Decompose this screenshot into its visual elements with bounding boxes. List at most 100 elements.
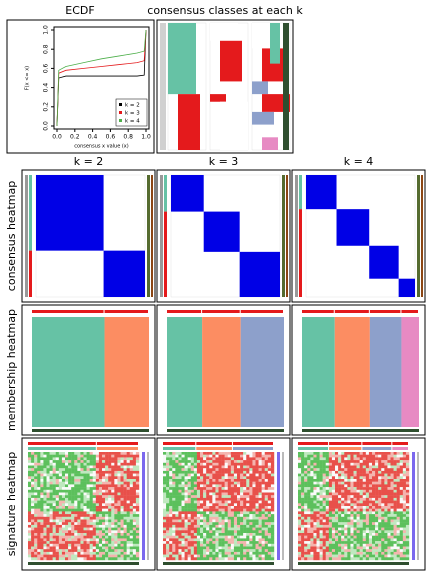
signature-cell: [233, 468, 238, 472]
signature-cell: [356, 527, 360, 531]
signature-cell: [328, 465, 333, 469]
signature-cell: [227, 551, 232, 555]
signature-cell: [175, 527, 179, 531]
signature-cell: [249, 519, 253, 523]
signature-cell: [224, 549, 228, 553]
signature-cell: [328, 506, 333, 509]
signature-cell: [264, 535, 269, 539]
signature-cell: [43, 470, 47, 474]
signature-cell: [249, 533, 253, 536]
signature-cell: [129, 470, 134, 474]
signature-cell: [396, 546, 400, 550]
signature-cell: [83, 508, 87, 512]
signature-cell: [368, 524, 373, 528]
signature-cell: [74, 454, 78, 458]
signature-cell: [353, 495, 357, 499]
signature-cell: [341, 492, 345, 496]
signature-cell: [77, 465, 81, 469]
signature-cell: [175, 514, 179, 517]
signature-cell: [264, 527, 269, 531]
signature-cell: [310, 554, 314, 558]
signature-cell: [270, 454, 275, 458]
signature-cell: [55, 508, 60, 512]
signature-cell: [384, 530, 388, 534]
signature-cell: [322, 468, 326, 472]
signature-cell: [387, 519, 391, 523]
signature-cell: [255, 465, 259, 469]
signature-cell: [368, 506, 373, 509]
signature-cell: [230, 460, 235, 463]
signature-cell: [98, 533, 103, 536]
signature-cell: [353, 543, 357, 547]
signature-cell: [378, 495, 382, 499]
signature-cell: [240, 497, 244, 501]
signature-cell: [28, 479, 32, 482]
signature-cell: [328, 519, 333, 523]
signature-cell: [80, 538, 84, 542]
signature-cell: [215, 527, 219, 531]
signature-cell: [246, 462, 250, 466]
signature-cell: [98, 519, 103, 523]
signature-cell: [86, 489, 90, 493]
signature-cell: [181, 500, 185, 504]
signature-cell: [347, 503, 351, 507]
signature-cell: [387, 522, 391, 526]
signature-cell: [169, 476, 173, 480]
signature-cell: [362, 524, 367, 528]
signature-cell: [267, 551, 272, 555]
signature-cell: [230, 530, 235, 534]
signature-cell: [325, 508, 330, 512]
signature-cell: [307, 516, 311, 520]
signature-cell: [49, 468, 53, 472]
signature-cell: [347, 506, 351, 509]
signature-cell: [61, 481, 66, 485]
signature-cell: [396, 503, 400, 507]
signature-cell: [304, 508, 308, 512]
signature-cell: [368, 479, 373, 482]
signature-cell: [264, 522, 269, 526]
signature-cell: [114, 538, 118, 542]
signature-cell: [80, 546, 84, 550]
signature-cell: [71, 524, 75, 528]
signature-cell: [175, 516, 179, 520]
signature-cell: [362, 479, 367, 482]
signature-cell: [89, 511, 93, 515]
signature-cell: [368, 473, 373, 477]
signature-cell: [175, 519, 179, 523]
signature-cell: [359, 524, 363, 528]
signature-cell: [307, 554, 311, 558]
signature-cell: [310, 533, 314, 536]
signature-cell: [331, 497, 336, 501]
signature-cell: [331, 473, 336, 477]
signature-cell: [331, 530, 336, 534]
signature-cell: [359, 454, 363, 458]
signature-cell: [46, 538, 50, 542]
signature-cell: [249, 454, 253, 458]
signature-cell: [362, 473, 367, 477]
signature-cell: [28, 516, 32, 520]
signature-cell: [43, 489, 47, 493]
signature-cell: [61, 476, 66, 480]
signature-cell: [28, 460, 32, 463]
signature-cell: [359, 470, 363, 474]
signature-cell: [108, 481, 112, 485]
signature-cell: [86, 497, 90, 501]
signature-cell: [298, 476, 302, 480]
signature-cell: [200, 484, 204, 488]
signature-cell: [325, 492, 330, 496]
signature-cell: [322, 503, 326, 507]
signature-cell: [270, 468, 275, 472]
signature-cell: [399, 549, 404, 553]
signature-cell: [135, 508, 140, 512]
signature-cell: [172, 503, 176, 507]
signature-cell: [111, 508, 115, 512]
signature-cell: [92, 519, 97, 523]
signature-cell: [193, 551, 198, 555]
signature-cell: [111, 506, 115, 509]
signature-cell: [365, 497, 370, 501]
signature-cell: [246, 495, 250, 499]
signature-cell: [123, 492, 127, 496]
signature-cell: [206, 538, 210, 542]
signature-cell: [212, 557, 216, 561]
signature-cell: [203, 511, 207, 515]
